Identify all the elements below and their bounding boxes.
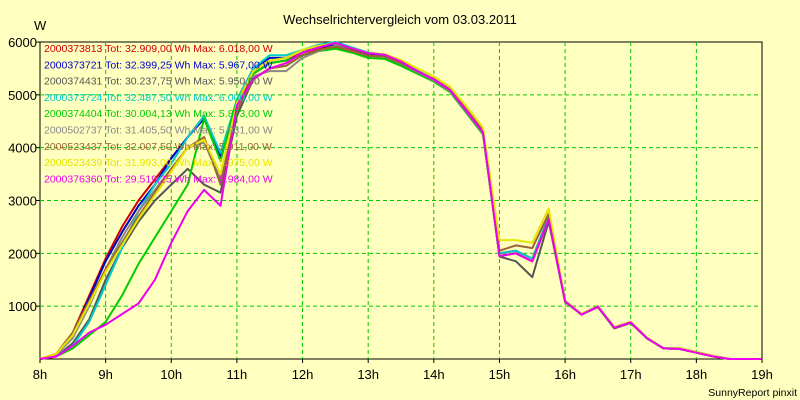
x-tick-label: 13h bbox=[357, 367, 379, 382]
footer-credit: SunnyReport pinxit bbox=[708, 387, 797, 399]
y-tick-label: 4000 bbox=[8, 141, 37, 156]
x-tick-label: 12h bbox=[292, 367, 314, 382]
x-tick-label: 14h bbox=[423, 367, 445, 382]
legend-entry-2000502737: 2000502737 Tot: 31.405,50 Wh Max: 5.931,… bbox=[44, 125, 273, 137]
legend-entry-2000373721: 2000373721 Tot: 32.399,25 Wh Max: 5.967,… bbox=[44, 59, 273, 71]
y-tick-label: 2000 bbox=[8, 246, 37, 261]
x-tick-label: 16h bbox=[554, 367, 576, 382]
x-tick-label: 10h bbox=[160, 367, 182, 382]
x-tick-label: 17h bbox=[620, 367, 642, 382]
legend: 2000373813 Tot: 32.909,00 Wh Max: 6.018,… bbox=[44, 43, 273, 185]
legend-entry-2000523437: 2000523437 Tot: 32.007,50 Wh Max: 5.911,… bbox=[44, 141, 272, 153]
y-axis-ticks: 1000 2000 3000 4000 5000 6000 bbox=[8, 35, 40, 314]
x-tick-label: 18h bbox=[686, 367, 708, 382]
x-axis-ticks: 8h 9h 10h 11h 12h 13h 14h 15h 16h 17h 18h 19h bbox=[33, 359, 773, 382]
x-tick-label: 11h bbox=[227, 367, 248, 382]
y-tick-label: 5000 bbox=[8, 88, 37, 103]
legend-entry-2000523439: 2000523439 Tot: 31.993,00 Wh Max: 5.975,… bbox=[44, 157, 273, 169]
y-axis-unit-label: W bbox=[34, 18, 47, 33]
legend-entry-2000374404: 2000374404 Tot: 30.004,13 Wh Max: 5.873,… bbox=[44, 108, 273, 120]
y-tick-label: 3000 bbox=[8, 194, 37, 209]
x-tick-label: 9h bbox=[98, 367, 112, 382]
legend-entry-2000376360: 2000376360 Tot: 29.519,25 Wh Max: 5.984,… bbox=[44, 173, 273, 185]
grid bbox=[40, 42, 762, 359]
series-lines bbox=[39, 41, 762, 360]
x-tick-label: 19h bbox=[751, 367, 773, 382]
chart-title: Wechselrichtervergleich vom 03.03.2011 bbox=[283, 12, 517, 27]
legend-entry-2000374431: 2000374431 Tot: 30.237,75 Wh Max: 5.950,… bbox=[44, 76, 273, 88]
y-tick-label: 1000 bbox=[8, 299, 37, 314]
legend-entry-2000373724: 2000373724 Tot: 32.487,50 Wh Max: 6.000,… bbox=[44, 92, 273, 104]
legend-entry-2000373813: 2000373813 Tot: 32.909,00 Wh Max: 6.018,… bbox=[44, 43, 273, 55]
x-tick-label: 15h bbox=[489, 367, 511, 382]
y-tick-label: 6000 bbox=[8, 35, 37, 50]
series-line-2000376360 bbox=[39, 41, 762, 360]
x-tick-label: 8h bbox=[33, 367, 47, 382]
